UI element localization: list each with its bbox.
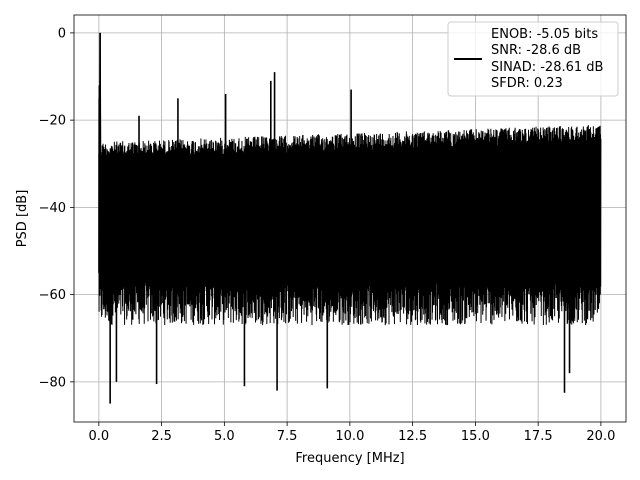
y-tick-label: −40 xyxy=(39,201,66,216)
legend-box xyxy=(447,21,619,97)
x-tick-label: 17.5 xyxy=(524,429,553,444)
x-tick-label: 5.0 xyxy=(214,429,235,444)
y-tick-label: −20 xyxy=(39,114,66,129)
x-axis-label: Frequency [MHz] xyxy=(295,451,404,466)
x-tick-label: 10.0 xyxy=(335,429,364,444)
x-tick-label: 2.5 xyxy=(151,429,172,444)
x-tick-label: 15.0 xyxy=(461,429,490,444)
psd-dc-peak xyxy=(98,32,102,273)
psd-series-line xyxy=(98,125,602,326)
x-tick-label: 20.0 xyxy=(586,429,615,444)
legend: ENOB: -5.05 bits SNR: -28.6 dB SINAD: -2… xyxy=(447,21,619,97)
y-tick-label: −60 xyxy=(39,288,66,303)
x-tick-label: 7.5 xyxy=(277,429,298,444)
y-axis-label: PSD [dB] xyxy=(15,190,30,248)
x-tick-label: 12.5 xyxy=(398,429,427,444)
x-tick-label: 0.0 xyxy=(89,429,110,444)
x-axis-ticks: 0.0 2.5 5.0 7.5 10.0 12.5 15.0 17.5 20.0 xyxy=(89,422,615,444)
legend-entry-enob: ENOB: -5.05 bits xyxy=(491,27,598,42)
y-tick-label: −80 xyxy=(39,375,66,390)
y-tick-label: 0 xyxy=(58,26,66,41)
plot-area xyxy=(98,32,602,404)
legend-entry-sinad: SINAD: -28.61 dB xyxy=(491,60,603,75)
legend-entry-snr: SNR: -28.6 dB xyxy=(491,43,581,58)
y-axis-ticks: 0 −20 −40 −60 −80 xyxy=(39,26,74,390)
legend-entry-sfdr: SFDR: 0.23 xyxy=(491,76,563,91)
